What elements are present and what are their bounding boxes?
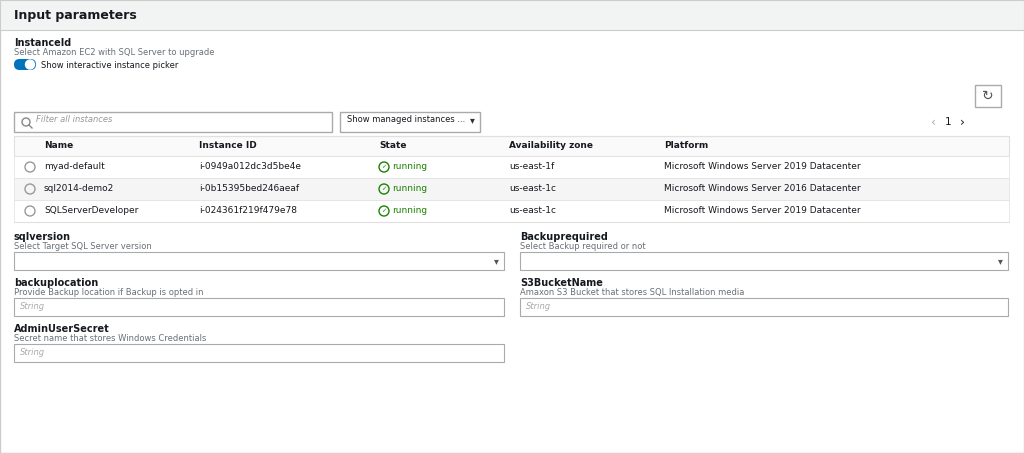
Text: Show managed instances ...: Show managed instances ... [347,115,465,124]
Text: Microsoft Windows Server 2019 Datacenter: Microsoft Windows Server 2019 Datacenter [664,206,860,215]
Bar [14,298,504,316]
Bar [14,112,332,132]
Text: Secret name that stores Windows Credentials: Secret name that stores Windows Credenti… [14,334,207,343]
Bar [520,298,1008,316]
Text: Show interactive instance picker: Show interactive instance picker [41,61,178,69]
Text: running: running [392,162,427,171]
Text: us-east-1f: us-east-1f [509,162,554,171]
Text: Select Amazon EC2 with SQL Server to upgrade: Select Amazon EC2 with SQL Server to upg… [14,48,214,57]
Text: i-024361f219f479e78: i-024361f219f479e78 [199,206,297,215]
Text: String: String [526,302,551,311]
Text: AdminUserSecret: AdminUserSecret [14,324,110,334]
Text: ✓: ✓ [381,208,387,213]
Bar [520,252,1008,270]
Bar [0,0,1024,30]
Text: i-0b15395bed246aeaf: i-0b15395bed246aeaf [199,184,299,193]
Text: ‹: ‹ [932,116,937,129]
Text: State: State [379,141,407,150]
Text: Amaxon S3 Bucket that stores SQL Installation media: Amaxon S3 Bucket that stores SQL Install… [520,288,744,297]
Text: ▾: ▾ [494,256,499,266]
Text: S3BucketName: S3BucketName [520,278,603,288]
Text: backuplocation: backuplocation [14,278,98,288]
Text: Select Target SQL Server version: Select Target SQL Server version [14,242,152,251]
Text: ↻: ↻ [982,89,994,103]
Text: 1: 1 [945,117,951,127]
Bar [14,178,1009,200]
Text: ▾: ▾ [470,115,475,125]
Circle shape [26,60,35,69]
Text: Backuprequired: Backuprequired [520,232,608,242]
Text: ›: › [959,116,965,129]
Text: Filter all instances: Filter all instances [36,115,113,124]
Bar [975,85,1001,107]
Text: Microsoft Windows Server 2019 Datacenter: Microsoft Windows Server 2019 Datacenter [664,162,860,171]
Text: i-0949a012dc3d5be4e: i-0949a012dc3d5be4e [199,162,301,171]
Text: running: running [392,184,427,193]
Text: Platform: Platform [664,141,709,150]
Text: sql2014-demo2: sql2014-demo2 [44,184,115,193]
Bar [14,252,504,270]
Bar [14,200,1009,222]
Text: Microsoft Windows Server 2016 Datacenter: Microsoft Windows Server 2016 Datacenter [664,184,860,193]
Bar [340,112,480,132]
Text: ▾: ▾ [997,256,1002,266]
Text: Provide Backup location if Backup is opted in: Provide Backup location if Backup is opt… [14,288,204,297]
Text: ✓: ✓ [381,164,387,169]
Text: ✓: ✓ [381,187,387,192]
Text: Availability zone: Availability zone [509,141,593,150]
Text: Name: Name [44,141,74,150]
Bar [14,136,1009,156]
Text: String: String [20,348,45,357]
Text: us-east-1c: us-east-1c [509,206,556,215]
Text: sqlversion: sqlversion [14,232,71,242]
Bar [14,156,1009,178]
Text: InstanceId: InstanceId [14,38,72,48]
Text: Instance ID: Instance ID [199,141,257,150]
Text: SQLServerDeveloper: SQLServerDeveloper [44,206,138,215]
Bar [14,344,504,362]
Text: running: running [392,206,427,215]
Text: String: String [20,302,45,311]
Text: Select Backup required or not: Select Backup required or not [520,242,645,251]
FancyBboxPatch shape [14,59,36,70]
Text: myad-default: myad-default [44,162,104,171]
Text: Input parameters: Input parameters [14,9,137,22]
Text: us-east-1c: us-east-1c [509,184,556,193]
